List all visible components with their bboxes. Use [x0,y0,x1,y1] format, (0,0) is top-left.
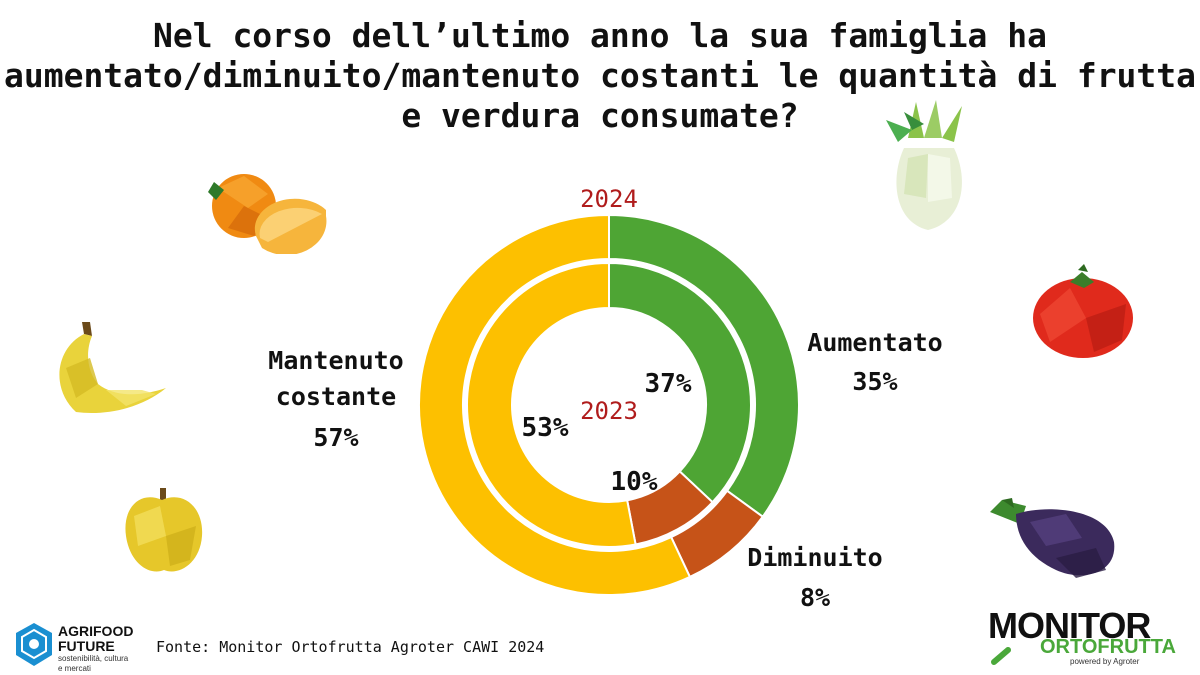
fennel-icon [886,100,962,230]
title-line-1: Nel corso dell’ultimo anno la sua famigl… [152,16,1048,55]
monitor-ortofrutta-logo: MONITOR ORTOFRUTTA powered by Agroter [988,606,1183,668]
outer-label-aumentato-value: 35% [852,367,897,396]
outer-label-mantenuto-name-2: costante [276,382,396,411]
year-label-2023: 2023 [580,397,638,425]
inner-label-aumentato: 37% [645,369,692,399]
outer-label-mantenuto-value: 57% [313,423,358,452]
magnifier-icon [991,647,1011,665]
year-label-2024: 2024 [580,185,638,213]
source-note: Fonte: Monitor Ortofrutta Agroter CAWI 2… [156,638,545,656]
inner-label-mantenuto: 53% [522,413,569,443]
banana-icon [59,322,166,413]
slice-2024-aumentato [608,213,800,519]
apple-icon [125,488,203,572]
inner-ring-2023 [466,261,752,548]
tomato-icon [1033,264,1133,358]
slice-2023-aumentato [608,261,752,504]
title-line-3: e verdura consumate? [401,96,799,135]
inner-label-diminuito: 10% [611,467,658,497]
title-line-2: aumentato/diminuito/mantenuto costanti l… [3,56,1197,95]
agrifood-logo-text-2: FUTURE [58,638,115,654]
agrifood-future-logo: AGRIFOOD FUTURE sostenibilità, cultura e… [14,622,133,673]
agrifood-hexagon-icon [16,623,52,666]
chart-title: Nel corso dell’ultimo anno la sua famigl… [0,16,1200,136]
outer-label-diminuito-value: 8% [800,583,830,612]
agrifood-logo-tagline: sostenibilità, cultura e mercati [58,654,129,673]
outer-label-aumentato-name: Aumentato [807,328,942,357]
outer-ring-2024 [418,213,800,596]
ortofrutta-logo-text: ORTOFRUTTA [1040,636,1176,658]
eggplant-icon [990,498,1115,578]
outer-label-mantenuto-name-1: Mantenuto [268,346,403,375]
agrifood-logo-text-1: AGRIFOOD [58,623,134,639]
orange-icon [208,174,327,254]
powered-by-agroter: powered by Agroter [1070,657,1140,666]
outer-label-diminuito-name: Diminuito [747,543,882,572]
slice-2024-mantenuto-costante [418,213,692,596]
slice-2023-mantenuto-costante [466,261,637,548]
monitor-logo-text: MONITOR [988,605,1151,646]
